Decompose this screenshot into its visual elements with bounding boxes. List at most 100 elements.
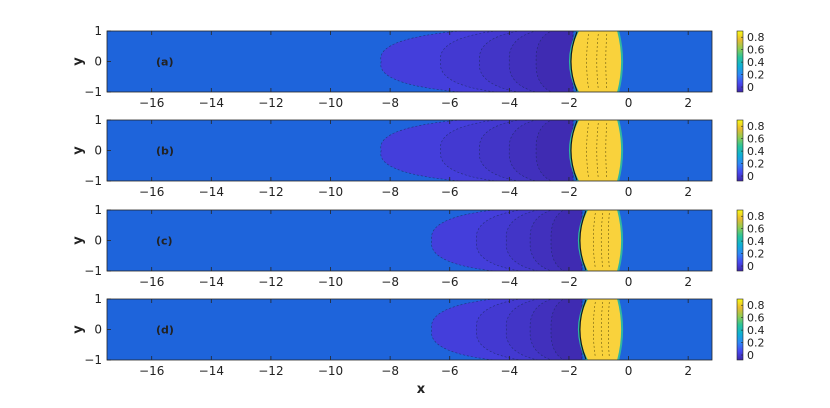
- x-tick-label: 0: [625, 275, 633, 289]
- colorbar: 00.20.40.60.8: [736, 119, 765, 183]
- y-tick-label: 0: [94, 55, 102, 69]
- front-edge-line: [570, 31, 578, 92]
- y-tick-label: 0: [94, 234, 102, 248]
- tail-contour: [550, 299, 583, 360]
- x-tick-label: −12: [258, 96, 283, 110]
- y-tick-label: 1: [94, 24, 102, 38]
- front-contour: [593, 212, 596, 269]
- panel-label: (c): [156, 235, 173, 248]
- x-tick-label: −4: [500, 185, 518, 199]
- plot-area: [107, 299, 712, 360]
- y-tick-label: −1: [84, 174, 102, 188]
- colorbar-tick-label: 0: [747, 260, 754, 273]
- y-tick-label: 0: [94, 144, 102, 158]
- x-tick-label: −6: [441, 96, 459, 110]
- x-tick-label: −12: [258, 185, 283, 199]
- x-tick-label: −6: [441, 364, 459, 378]
- y-tick-label: −1: [84, 353, 102, 367]
- panel-label: (a): [156, 56, 173, 69]
- x-tick-label: 0: [625, 364, 633, 378]
- y-axis-label: y: [71, 236, 86, 245]
- front-edge-line: [579, 299, 587, 360]
- colorbar-strip: [736, 30, 744, 93]
- x-tick-label: 2: [684, 185, 692, 199]
- colorbar: 00.20.40.60.8: [736, 209, 765, 273]
- front-contour: [586, 33, 589, 90]
- front-contour: [596, 122, 599, 179]
- colorbar-tick-label: 0.2: [747, 158, 765, 171]
- front-contour: [593, 301, 596, 358]
- x-tick-label: −4: [500, 275, 518, 289]
- y-axis-label: y: [71, 146, 86, 155]
- tail-contour: [535, 31, 574, 92]
- colorbar-tick-label: 0.6: [747, 312, 765, 325]
- front-contour: [605, 122, 608, 179]
- y-axis-label: y: [71, 325, 86, 334]
- colorbar-tick-label: 0.8: [747, 31, 765, 44]
- x-axis-label: x: [417, 382, 426, 397]
- panel-label: (d): [156, 324, 174, 337]
- x-tick-label: −14: [199, 96, 224, 110]
- tail-contour: [535, 120, 574, 181]
- x-tick-label: −8: [381, 364, 399, 378]
- y-axis-label: y: [71, 57, 86, 66]
- y-tick-label: −1: [84, 85, 102, 99]
- x-tick-label: −10: [318, 275, 343, 289]
- colorbar-tick-label: 0.4: [747, 235, 765, 248]
- x-tick-label: 0: [625, 96, 633, 110]
- x-tick-label: −16: [139, 185, 164, 199]
- x-tick-label: −6: [441, 185, 459, 199]
- x-tick-label: −10: [318, 96, 343, 110]
- front-contour: [607, 301, 610, 358]
- colorbar-tick-label: 0.2: [747, 69, 765, 82]
- front-region: [577, 299, 624, 360]
- colorbar-tick-label: 0.8: [747, 299, 765, 312]
- y-tick-label: 1: [94, 203, 102, 217]
- front-contour: [600, 212, 604, 269]
- colorbar-tick-label: 0.6: [747, 133, 765, 146]
- x-tick-label: −14: [199, 364, 224, 378]
- x-tick-label: −2: [560, 364, 578, 378]
- colorbar-strip: [736, 209, 744, 272]
- y-tick-label: −1: [84, 264, 102, 278]
- x-tick-label: −12: [258, 364, 283, 378]
- front-contour: [586, 122, 589, 179]
- x-tick-label: −16: [139, 364, 164, 378]
- front-region: [569, 31, 624, 92]
- colorbar-tick-label: 0.2: [747, 248, 765, 261]
- colorbar-tick-label: 0.4: [747, 56, 765, 69]
- x-tick-label: −2: [560, 96, 578, 110]
- colorbar-tick-label: 0.4: [747, 324, 765, 337]
- colorbar-tick-label: 0.6: [747, 44, 765, 57]
- x-tick-label: −2: [560, 275, 578, 289]
- front-edge-line: [570, 120, 578, 181]
- plot-area: [107, 31, 712, 92]
- colorbar-strip: [736, 298, 744, 361]
- colorbar-tick-label: 0.8: [747, 120, 765, 133]
- y-tick-label: 1: [94, 113, 102, 127]
- x-tick-label: −4: [500, 364, 518, 378]
- x-tick-label: −4: [500, 96, 518, 110]
- front-contour: [607, 212, 610, 269]
- x-tick-label: 2: [684, 275, 692, 289]
- x-tick-label: −14: [199, 275, 224, 289]
- x-tick-label: −6: [441, 275, 459, 289]
- colorbar-tick-label: 0: [747, 349, 754, 362]
- colorbar: 00.20.40.60.8: [736, 30, 765, 94]
- x-tick-label: −8: [381, 275, 399, 289]
- colorbar-tick-label: 0.6: [747, 223, 765, 236]
- colorbar-tick-label: 0.2: [747, 337, 765, 350]
- x-tick-label: −10: [318, 185, 343, 199]
- panel-label: (b): [156, 145, 174, 158]
- x-tick-label: −8: [381, 185, 399, 199]
- colorbar-tick-label: 0: [747, 170, 754, 183]
- front-contour: [596, 33, 599, 90]
- front-region: [569, 120, 624, 181]
- x-tick-label: −16: [139, 96, 164, 110]
- colorbar-strip: [736, 119, 744, 182]
